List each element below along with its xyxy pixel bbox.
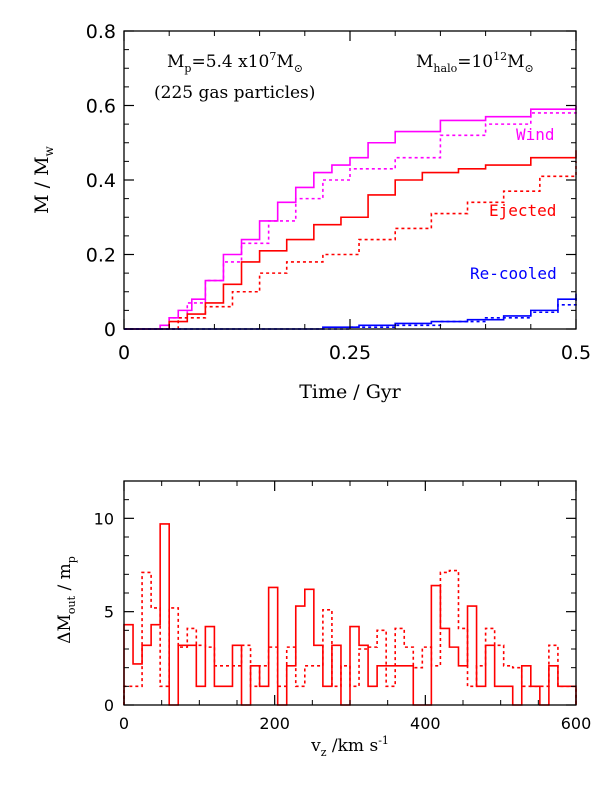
bottom-y-tick-label: 5 [104, 603, 114, 622]
legend-wind: Wind [516, 125, 555, 144]
top-chart: 0 0.25 0.5 0 0.2 0.4 0.6 0.8 Mp=5.4 x107M⊙ (225… [31, 21, 591, 403]
top-x-tick-label: 0.5 [561, 342, 591, 364]
series-line-series-3-dotted [124, 161, 577, 330]
top-y-axis-label: M / Mw [31, 145, 56, 213]
top-x-tick-label: 0 [118, 342, 130, 364]
top-y-tick-label: 0.4 [86, 170, 116, 192]
top-x-axis-label: Time / Gyr [299, 381, 401, 403]
series-line-series-1-dotted [124, 109, 577, 330]
bottom-x-tick-label: 0 [119, 714, 129, 733]
top-y-tick-label: 0.6 [86, 96, 116, 118]
top-y-tick-label: 0.2 [86, 245, 116, 267]
bottom-x-tick-label: 600 [561, 714, 592, 733]
legend-recooled: Re-cooled [470, 264, 557, 283]
top-x-tick-label: 0.25 [329, 342, 371, 364]
bottom-x-axis-label: vz /km s-1 [310, 734, 389, 759]
top-ticks-group: 0 0.25 0.5 0 0.2 0.4 0.6 0.8 [86, 21, 591, 364]
bottom-ticks-group: 0 200 400 600 0 5 10 [94, 481, 592, 733]
bottom-series-group [123, 523, 577, 706]
top-y-tick-label: 0.8 [86, 21, 116, 43]
legend-ejected: Ejected [489, 201, 556, 220]
particles-annotation: (225 gas particles) [154, 83, 315, 103]
histogram-solid [123, 523, 577, 706]
series-line-wind-solid [124, 105, 577, 330]
bottom-x-tick-label: 400 [410, 714, 441, 733]
mp-annotation: Mp=5.4 x107M⊙ [167, 50, 303, 75]
series-line-ejected-solid [124, 150, 577, 330]
halo-annotation: Mhalo=1012M⊙ [416, 50, 534, 75]
top-series-group [124, 105, 577, 330]
bottom-y-axis-label: ΔMout / mp [55, 556, 78, 644]
histogram-dotted [123, 569, 577, 705]
bottom-y-tick-label: 0 [104, 696, 114, 715]
bottom-chart: 0 200 400 600 0 5 10 vz /km s-1 ΔMout / mp [55, 480, 592, 759]
bottom-x-tick-label: 200 [259, 714, 290, 733]
top-y-tick-label: 0 [104, 319, 116, 341]
bottom-y-tick-label: 10 [94, 509, 114, 528]
